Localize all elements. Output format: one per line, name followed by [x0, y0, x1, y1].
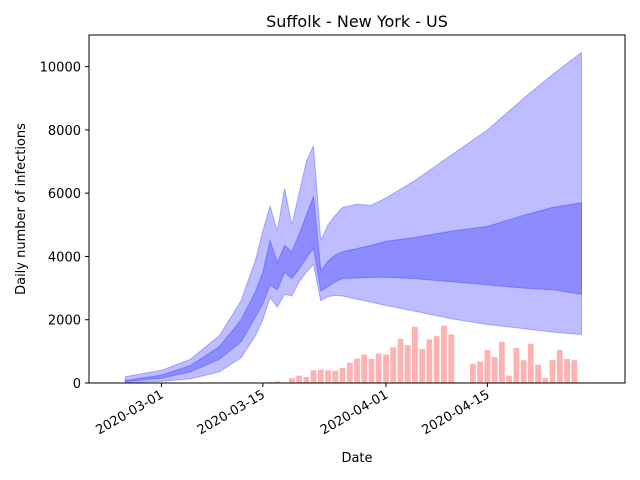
bar — [383, 354, 389, 383]
outer-band — [124, 51, 582, 383]
y-tick-label: 8000 — [48, 124, 81, 139]
x-axis-label: Date — [341, 451, 372, 466]
observed-bars — [267, 325, 578, 383]
uncertainty-bands — [124, 51, 582, 383]
bar — [470, 363, 476, 383]
bar — [390, 347, 397, 383]
bar — [527, 343, 534, 383]
y-tick-label: 10000 — [40, 61, 81, 76]
bar — [513, 347, 520, 383]
bar — [397, 338, 404, 383]
bar — [361, 354, 368, 383]
bar — [325, 370, 331, 383]
bar — [535, 364, 541, 383]
bar — [484, 349, 491, 383]
y-axis-label: Daily number of infections — [14, 123, 29, 295]
bar — [564, 359, 570, 383]
bar — [317, 369, 324, 383]
x-tick-label: 2020-03-15 — [195, 387, 268, 438]
plot-frame — [88, 34, 626, 384]
bar — [368, 359, 375, 383]
bar — [441, 325, 447, 383]
bar — [288, 378, 295, 383]
bar — [346, 362, 353, 383]
x-tick-label: 2020-03-01 — [93, 387, 166, 438]
y-tick-label: 4000 — [48, 250, 81, 265]
bar — [426, 339, 433, 383]
bar — [491, 357, 498, 383]
bar — [412, 326, 418, 383]
x-tick-label: 2020-04-01 — [318, 387, 391, 438]
x-tick-label: 2020-04-15 — [419, 387, 492, 438]
bar — [354, 358, 360, 383]
chart-title: Suffolk - New York - US — [266, 12, 448, 31]
bar — [520, 360, 527, 383]
bar — [433, 336, 440, 383]
bar — [375, 353, 382, 383]
bar — [477, 361, 483, 383]
bar — [542, 377, 549, 383]
bar — [303, 377, 310, 383]
bar — [419, 349, 426, 383]
bar — [571, 360, 578, 383]
bar — [499, 341, 505, 383]
bar — [296, 375, 302, 383]
y-tick-label: 0 — [73, 377, 81, 392]
bar — [549, 360, 556, 383]
y-tick-label: 2000 — [48, 314, 81, 329]
bar — [339, 367, 346, 383]
bar — [448, 334, 455, 383]
bar — [310, 370, 317, 383]
bar — [556, 349, 563, 383]
y-ticks: 0 2000 4000 6000 8000 10000 — [40, 61, 89, 392]
bar — [506, 375, 512, 383]
y-tick-label: 6000 — [48, 187, 81, 202]
bar — [404, 345, 411, 383]
bar — [274, 381, 281, 383]
x-ticks: 2020-03-01 2020-03-15 2020-04-01 2020-04-15 — [93, 383, 492, 438]
bar — [332, 370, 339, 383]
inner-band — [124, 196, 582, 382]
